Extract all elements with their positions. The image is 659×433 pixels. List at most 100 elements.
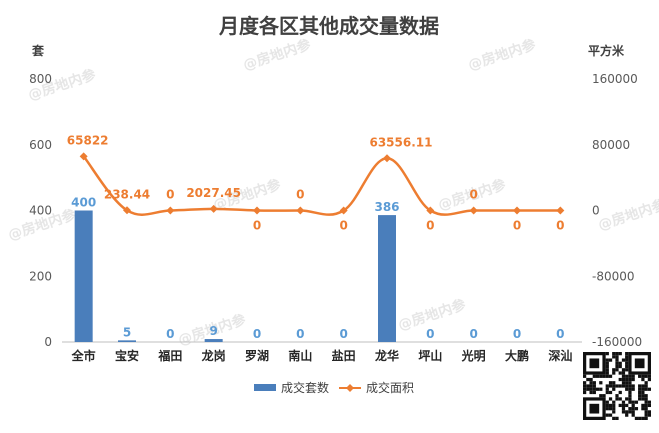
right-tick-label: 80000: [592, 138, 630, 152]
right-tick-label: 0: [592, 204, 600, 218]
qr-cell: [589, 387, 593, 391]
bar-data-label: 0: [469, 327, 477, 341]
qr-cell: [631, 407, 635, 411]
line-data-label: 0: [253, 219, 261, 233]
line-data-label: 238.44: [104, 187, 150, 201]
right-tick-label: -80000: [592, 269, 635, 283]
qr-cell: [586, 387, 590, 391]
qr-cell: [644, 387, 648, 391]
right-axis-unit: 平方米: [588, 43, 625, 58]
qr-cell: [631, 374, 635, 378]
line-data-labels: 65822 238.44 0 2027.45 0 0 0 63556.11 0 0 0 0: [67, 133, 565, 232]
qr-cell: [618, 397, 622, 401]
qr-cell: [631, 384, 635, 388]
qr-cell: [583, 390, 587, 395]
qr-cell: [608, 413, 613, 417]
qr-cell: [605, 374, 609, 378]
qr-cell: [625, 397, 629, 401]
qr-cell: [644, 381, 648, 385]
qr-cell: [589, 381, 593, 385]
qr-cell: [621, 371, 626, 375]
qr-cell: [618, 352, 622, 356]
qr-cell: [586, 377, 590, 382]
legend-line-label: 成交面积: [366, 380, 414, 395]
qr-cell: [647, 400, 651, 404]
qr-cell: [612, 355, 616, 359]
qr-cell: [612, 381, 616, 385]
qr-cell: [647, 377, 651, 382]
bar-series: [74, 210, 396, 342]
qr-cell: [631, 410, 635, 414]
left-tick-label: 400: [29, 204, 52, 218]
qr-cell: [644, 413, 648, 417]
qr-cell: [634, 400, 639, 404]
qr-cell: [625, 358, 629, 362]
qr-cell: [602, 374, 606, 378]
qr-cell: [625, 410, 629, 414]
bar-data-label: 386: [374, 200, 399, 214]
category-label: 全市: [71, 348, 96, 363]
bar-data-label: 0: [513, 327, 521, 341]
qr-cell: [625, 403, 629, 408]
qr-cell: [644, 410, 648, 414]
qr-cell: [605, 403, 609, 408]
qr-cell: [625, 352, 629, 356]
qr-cell: [621, 374, 626, 378]
qr-cell: [615, 416, 619, 420]
line-data-label: 0: [339, 219, 347, 233]
bar: [378, 215, 396, 342]
qr-cell: [583, 387, 587, 391]
qr-cell: [644, 416, 648, 420]
qr-cell: [608, 407, 613, 411]
qr-cell: [599, 374, 603, 378]
line-marker: [339, 206, 348, 215]
qr-finder: [589, 403, 600, 414]
qr-cell: [605, 387, 609, 391]
category-label: 龙岗: [202, 348, 226, 363]
bar-data-label: 400: [71, 196, 96, 210]
watermark-text: @房地内参: [466, 36, 539, 74]
line-marker: [166, 206, 175, 215]
qr-cell: [641, 403, 645, 408]
qr-cell: [644, 407, 648, 411]
qr-cell: [641, 387, 645, 391]
qr-cell: [615, 394, 619, 398]
right-axis-ticks: -160000 -80000 0 80000 160000: [592, 72, 642, 349]
qr-cell: [641, 384, 645, 388]
bar: [74, 210, 93, 342]
bar: [204, 339, 223, 342]
bar-data-label: 5: [123, 325, 131, 339]
category-label: 盐田: [332, 348, 356, 363]
qr-cell: [621, 377, 626, 382]
qr-cell: [625, 381, 629, 385]
qr-cell: [612, 368, 616, 372]
line-marker: [253, 206, 261, 215]
left-tick-label: 800: [29, 72, 52, 86]
qr-cell: [618, 403, 622, 408]
qr-cell: [631, 400, 635, 404]
qr-cell: [628, 384, 632, 388]
qr-cell: [599, 387, 603, 391]
category-label: 南山: [288, 348, 312, 363]
qr-cell: [625, 368, 629, 372]
qr-cell: [612, 400, 616, 404]
line-data-label: 2027.45: [186, 186, 241, 200]
qr-cell: [634, 416, 639, 420]
qr-cell: [599, 381, 603, 385]
qr-cell: [638, 416, 642, 420]
qr-cell: [583, 384, 587, 388]
qr-cell: [641, 394, 645, 398]
bar-data-label: 0: [253, 327, 261, 341]
category-label: 坪山: [418, 348, 442, 363]
qr-cell: [586, 384, 590, 388]
qr-cell: [583, 381, 587, 385]
qr-cell: [647, 387, 651, 391]
qr-cell: [608, 374, 613, 378]
line-data-label: 0: [513, 219, 521, 233]
legend-line-marker: [346, 384, 354, 392]
chart-title: 月度各区其他成交量数据: [218, 14, 439, 38]
qr-cell: [631, 413, 635, 417]
legend-bar-swatch: [254, 384, 276, 391]
qr-cell: [621, 407, 626, 411]
